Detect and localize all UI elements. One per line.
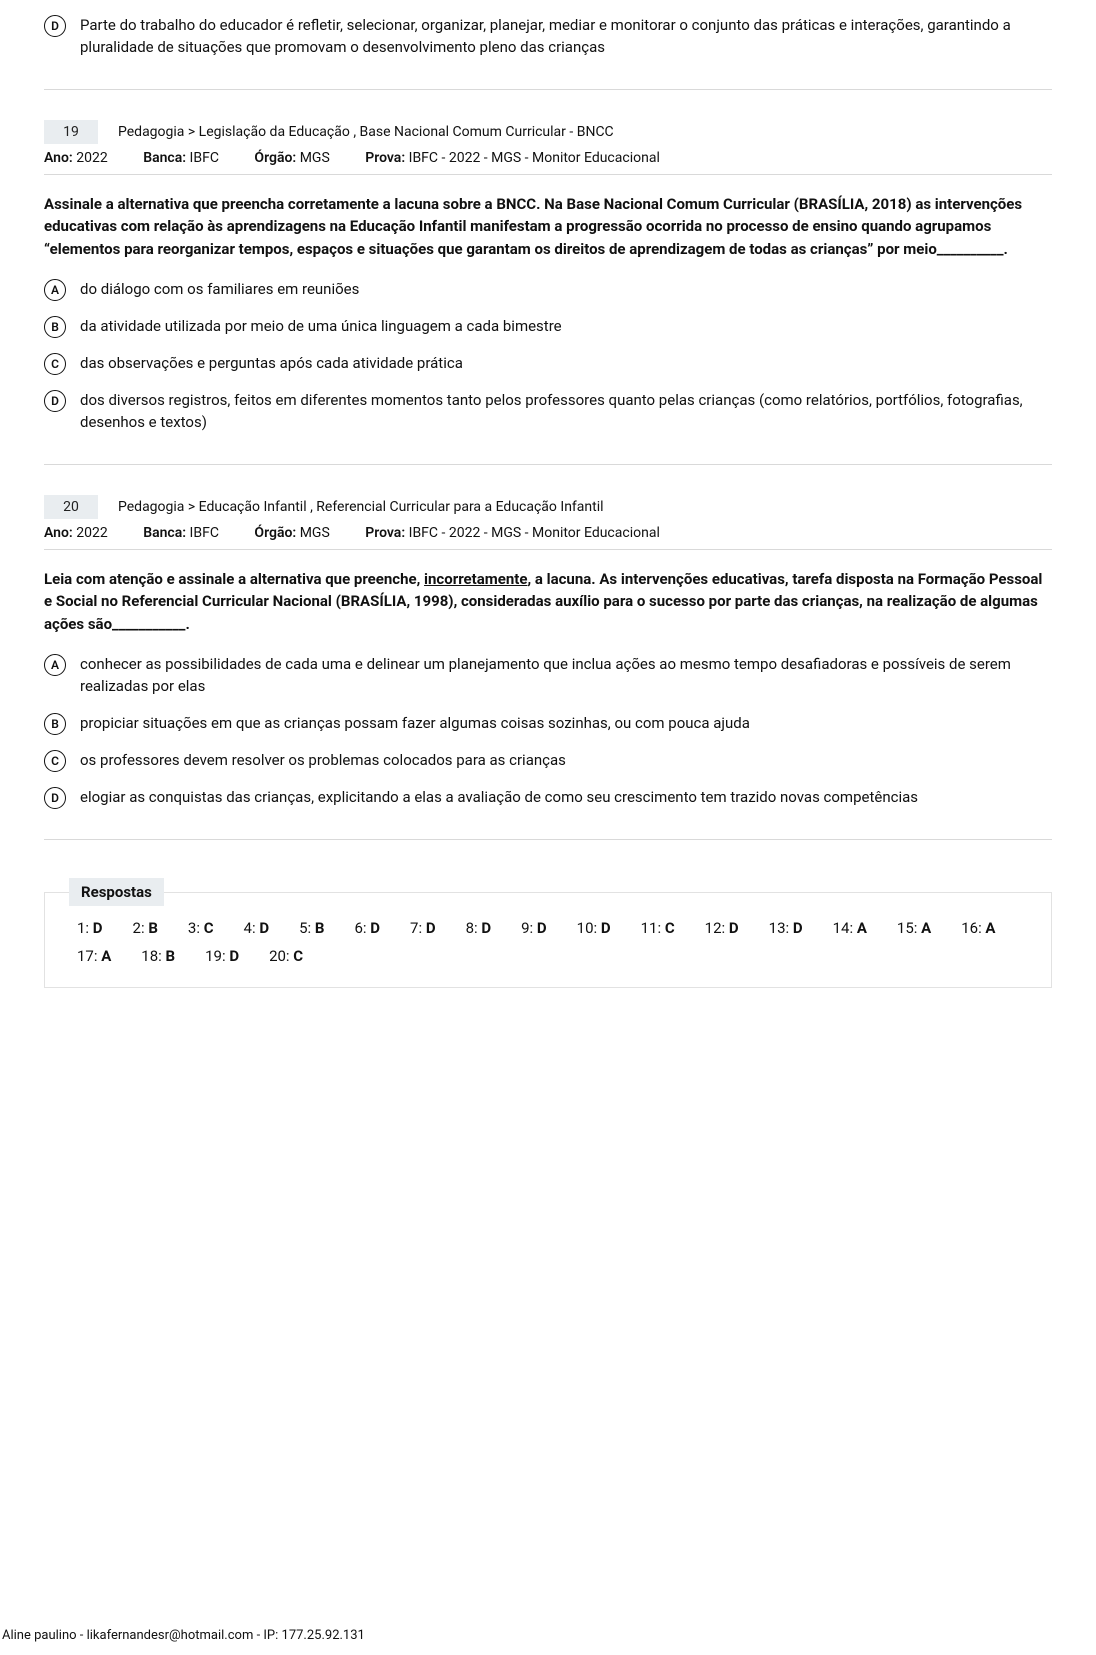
- meta-label: Banca:: [143, 150, 186, 166]
- option-letter: D: [44, 15, 66, 37]
- meta-label: Ano:: [44, 525, 73, 541]
- answer-item: 1: D: [77, 919, 103, 937]
- question-meta-20: Ano: 2022 Banca: IBFC Órgão: MGS Prova: …: [44, 525, 1052, 541]
- answer-item: 19: D: [205, 947, 239, 965]
- meta-label: Banca:: [143, 525, 186, 541]
- answer-item: 9: D: [521, 919, 547, 937]
- answer-item: 12: D: [705, 919, 739, 937]
- answer-item: 13: D: [769, 919, 803, 937]
- meta-value: 2022: [76, 150, 107, 166]
- answer-item: 6: D: [354, 919, 380, 937]
- option-text: propiciar situações em que as crianças p…: [80, 712, 1052, 735]
- option-text: elogiar as conquistas das crianças, expl…: [80, 786, 1052, 809]
- option-letter: C: [44, 353, 66, 375]
- meta-label: Órgão:: [254, 150, 296, 166]
- option-text: os professores devem resolver os problem…: [80, 749, 1052, 772]
- q20-option-b[interactable]: B propiciar situações em que as crianças…: [44, 712, 1052, 735]
- answer-item: 4: D: [244, 919, 270, 937]
- divider-thin: [44, 174, 1052, 175]
- answer-item: 14: A: [833, 919, 867, 937]
- question-breadcrumb: Pedagogia > Educação Infantil , Referenc…: [118, 499, 604, 515]
- divider-thin: [44, 549, 1052, 550]
- answer-item: 18: B: [141, 947, 175, 965]
- q20-option-c[interactable]: C os professores devem resolver os probl…: [44, 749, 1052, 772]
- meta-label: Prova:: [365, 150, 405, 166]
- meta-value: IBFC - 2022 - MGS - Monitor Educacional: [409, 525, 660, 541]
- divider: [44, 839, 1052, 840]
- question-statement-20: Leia com atenção e assinale a alternativ…: [44, 568, 1052, 636]
- option-text: das observações e perguntas após cada at…: [80, 352, 1052, 375]
- answer-item: 8: D: [466, 919, 492, 937]
- question-breadcrumb: Pedagogia > Legislação da Educação , Bas…: [118, 124, 614, 140]
- answer-item: 20: C: [269, 947, 303, 965]
- option-d-partial[interactable]: D Parte do trabalho do educador é reflet…: [44, 14, 1052, 59]
- question-number: 20: [44, 495, 98, 519]
- option-text: dos diversos registros, feitos em difere…: [80, 389, 1052, 434]
- answer-item: 5: B: [299, 919, 324, 937]
- divider: [44, 464, 1052, 465]
- meta-value: IBFC: [190, 150, 219, 166]
- option-letter: A: [44, 654, 66, 676]
- option-text: do diálogo com os familiares em reuniões: [80, 278, 1052, 301]
- option-letter: C: [44, 750, 66, 772]
- option-letter: A: [44, 279, 66, 301]
- option-letter: B: [44, 316, 66, 338]
- q19-option-b[interactable]: B da atividade utilizada por meio de uma…: [44, 315, 1052, 338]
- meta-label: Órgão:: [254, 525, 296, 541]
- answers-box: Respostas 1: D2: B3: C4: D5: B6: D7: D8:…: [44, 892, 1052, 988]
- option-text: Parte do trabalho do educador é refletir…: [80, 14, 1052, 59]
- q19-option-d[interactable]: D dos diversos registros, feitos em dife…: [44, 389, 1052, 434]
- q20-option-d[interactable]: D elogiar as conquistas das crianças, ex…: [44, 786, 1052, 809]
- meta-label: Ano:: [44, 150, 73, 166]
- option-letter: B: [44, 713, 66, 735]
- statement-part: Leia com atenção e assinale a alternativ…: [44, 570, 424, 588]
- meta-label: Prova:: [365, 525, 405, 541]
- answers-title: Respostas: [69, 878, 164, 906]
- answer-item: 11: C: [641, 919, 675, 937]
- meta-value: MGS: [300, 525, 330, 541]
- option-text: conhecer as possibilidades de cada uma e…: [80, 653, 1052, 698]
- answer-item: 15: A: [897, 919, 931, 937]
- statement-underline: incorretamente: [424, 570, 527, 588]
- answer-item: 16: A: [961, 919, 995, 937]
- answer-item: 2: B: [133, 919, 158, 937]
- question-meta-19: Ano: 2022 Banca: IBFC Órgão: MGS Prova: …: [44, 150, 1052, 166]
- question-header-20: 20 Pedagogia > Educação Infantil , Refer…: [44, 495, 1052, 519]
- option-letter: D: [44, 390, 66, 412]
- option-text: da atividade utilizada por meio de uma ú…: [80, 315, 1052, 338]
- q19-option-a[interactable]: A do diálogo com os familiares em reuniõ…: [44, 278, 1052, 301]
- meta-value: 2022: [76, 525, 107, 541]
- meta-value: MGS: [300, 150, 330, 166]
- divider: [44, 89, 1052, 90]
- q19-option-c[interactable]: C das observações e perguntas após cada …: [44, 352, 1052, 375]
- answer-item: 10: D: [577, 919, 611, 937]
- meta-value: IBFC - 2022 - MGS - Monitor Educacional: [409, 150, 660, 166]
- question-header-19: 19 Pedagogia > Legislação da Educação , …: [44, 120, 1052, 144]
- question-number: 19: [44, 120, 98, 144]
- q20-option-a[interactable]: A conhecer as possibilidades de cada uma…: [44, 653, 1052, 698]
- answer-item: 7: D: [410, 919, 436, 937]
- answer-item: 3: C: [188, 919, 214, 937]
- answer-item: 17: A: [77, 947, 111, 965]
- answers-grid: 1: D 2: B 3: C 4: D 5: B 6: D 7: D 8: D 9: D 10: …: [77, 919, 1019, 965]
- meta-value: IBFC: [190, 525, 219, 541]
- option-letter: D: [44, 787, 66, 809]
- question-statement-19: Assinale a alternativa que preencha corr…: [44, 193, 1052, 261]
